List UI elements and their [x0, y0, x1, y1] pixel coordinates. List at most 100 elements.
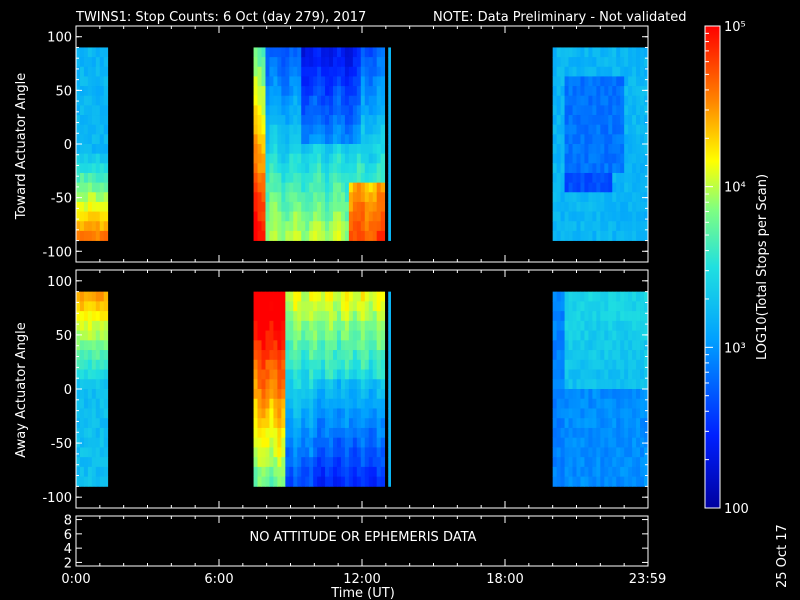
heatmap-cell: [608, 144, 613, 155]
heatmap-cell: [321, 359, 326, 370]
heatmap-cell: [624, 476, 629, 487]
heatmap-cell: [640, 211, 645, 222]
heatmap-cell: [273, 437, 278, 448]
heatmap-cell: [281, 115, 286, 126]
heatmap-cell: [253, 398, 258, 409]
heatmap-cell: [95, 340, 101, 351]
heatmap-cell: [313, 172, 318, 184]
heatmap-cell: [273, 230, 278, 241]
heatmap-cell: [340, 182, 346, 193]
heatmap-cell: [313, 76, 318, 87]
heatmap-cell: [301, 427, 306, 439]
heatmap-cell: [620, 466, 625, 478]
heatmap-cell: [79, 340, 85, 351]
heatmap-cell: [329, 369, 334, 380]
heatmap-cell: [568, 330, 573, 341]
heatmap-cell: [628, 76, 633, 87]
heatmap-cell: [372, 437, 378, 448]
heatmap-cell: [340, 57, 346, 68]
heatmap-cell: [95, 95, 101, 106]
heatmap-cell: [644, 57, 649, 68]
heatmap-cell: [87, 437, 93, 448]
heatmap-cell: [317, 398, 322, 409]
heatmap-cell: [360, 437, 366, 448]
heatmap-cell: [340, 369, 346, 380]
heatmap-cell: [297, 221, 302, 232]
heatmap-cell: [552, 457, 558, 468]
heatmap-cell: [596, 57, 601, 68]
heatmap-cell: [604, 201, 609, 212]
heatmap-cell: [297, 340, 302, 351]
heatmap-cell: [616, 476, 621, 487]
heatmap-cell: [83, 105, 89, 116]
heatmap-cell: [103, 466, 109, 478]
heatmap-cell: [628, 398, 633, 409]
heatmap-cell: [293, 466, 298, 478]
heatmap-cell: [99, 172, 105, 184]
heatmap-cell: [87, 192, 93, 203]
heatmap-cell: [356, 379, 362, 390]
heatmap-cell: [99, 105, 105, 116]
heatmap-cell: [368, 379, 374, 390]
heatmap-cell: [640, 172, 645, 184]
heatmap-cell: [99, 66, 105, 77]
heatmap-cell: [620, 359, 625, 370]
heatmap-cell: [95, 124, 101, 135]
heatmap-cell: [289, 66, 294, 77]
heatmap-cell: [624, 86, 629, 97]
heatmap-cell: [632, 466, 637, 478]
heatmap-cell: [321, 230, 326, 241]
heatmap-cell: [76, 447, 81, 458]
heatmap-cell: [368, 389, 374, 400]
heatmap-cell: [293, 350, 298, 361]
heatmap-cell: [376, 182, 382, 193]
heatmap-cell: [380, 57, 386, 68]
heatmap-cell: [604, 389, 609, 400]
heatmap-cell: [596, 105, 601, 116]
heatmap-cell: [103, 437, 109, 448]
heatmap-cell: [273, 408, 278, 419]
heatmap-cell: [293, 369, 298, 380]
heatmap-cell: [257, 476, 262, 487]
heatmap-cell: [301, 230, 306, 241]
heatmap-cell: [640, 105, 645, 116]
heatmap-cell: [556, 320, 562, 331]
heatmap-cell: [336, 201, 342, 212]
heatmap-cell: [636, 389, 641, 400]
heatmap-cell: [344, 340, 350, 351]
heatmap-cell: [317, 172, 322, 184]
heatmap-cell: [265, 398, 270, 409]
heatmap-cell: [348, 134, 354, 145]
heatmap-cell: [265, 105, 270, 116]
heatmap-cell: [336, 301, 342, 312]
heatmap-cell: [297, 359, 302, 370]
heatmap-cell: [83, 230, 89, 241]
heatmap-cell: [564, 172, 569, 184]
heatmap-cell: [79, 437, 85, 448]
heatmap-cell: [628, 320, 633, 331]
heatmap-cell: [325, 86, 330, 97]
heatmap-cell: [620, 57, 625, 68]
heatmap-cell: [265, 124, 270, 135]
heatmap-cell: [285, 476, 290, 487]
heatmap-cell: [560, 301, 565, 312]
heatmap-cell: [321, 57, 326, 68]
heatmap-cell: [289, 320, 294, 331]
heatmap-cell: [293, 105, 298, 116]
heatmap-cell: [301, 201, 306, 212]
heatmap-cell: [644, 457, 649, 468]
heatmap-cell: [632, 301, 637, 312]
heatmap-cell: [364, 211, 370, 222]
heatmap-cell: [265, 153, 270, 164]
heatmap-cell: [95, 359, 101, 370]
heatmap-cell: [293, 144, 298, 155]
heatmap-cell: [624, 389, 629, 400]
heatmap-cell: [356, 163, 362, 174]
heatmap-cell: [325, 398, 330, 409]
heatmap-cell: [616, 340, 621, 351]
heatmap-cell: [309, 408, 314, 419]
heatmap-cell: [87, 115, 93, 126]
heatmap-cell: [604, 124, 609, 135]
heatmap-cell: [309, 291, 314, 302]
heatmap-cell: [253, 369, 258, 380]
